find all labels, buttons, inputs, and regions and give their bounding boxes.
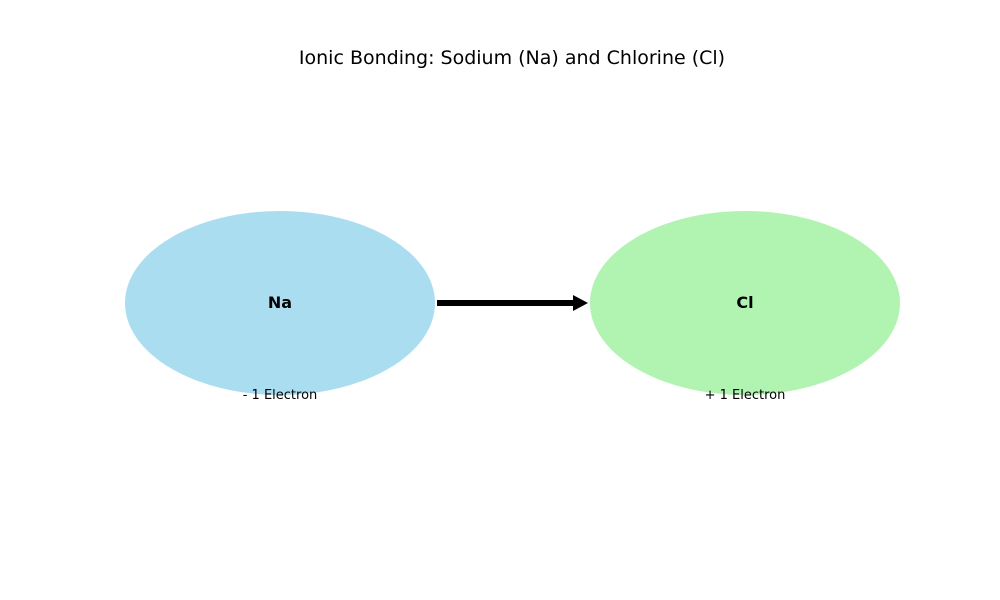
sodium-atom-shape xyxy=(125,211,435,395)
chlorine-symbol: Cl xyxy=(736,293,753,312)
arrow-shaft xyxy=(437,300,575,306)
sodium-atom: Na - 1 Electron xyxy=(125,211,435,403)
electron-transfer-arrow xyxy=(437,295,588,311)
chlorine-atom-shape xyxy=(590,211,900,395)
sodium-symbol: Na xyxy=(268,293,292,312)
chlorine-electron-label: + 1 Electron xyxy=(705,388,786,403)
chlorine-atom: Cl + 1 Electron xyxy=(590,211,900,403)
sodium-electron-label: - 1 Electron xyxy=(243,388,318,403)
diagram-title: Ionic Bonding: Sodium (Na) and Chlorine … xyxy=(299,47,725,69)
arrow-head xyxy=(573,295,588,311)
